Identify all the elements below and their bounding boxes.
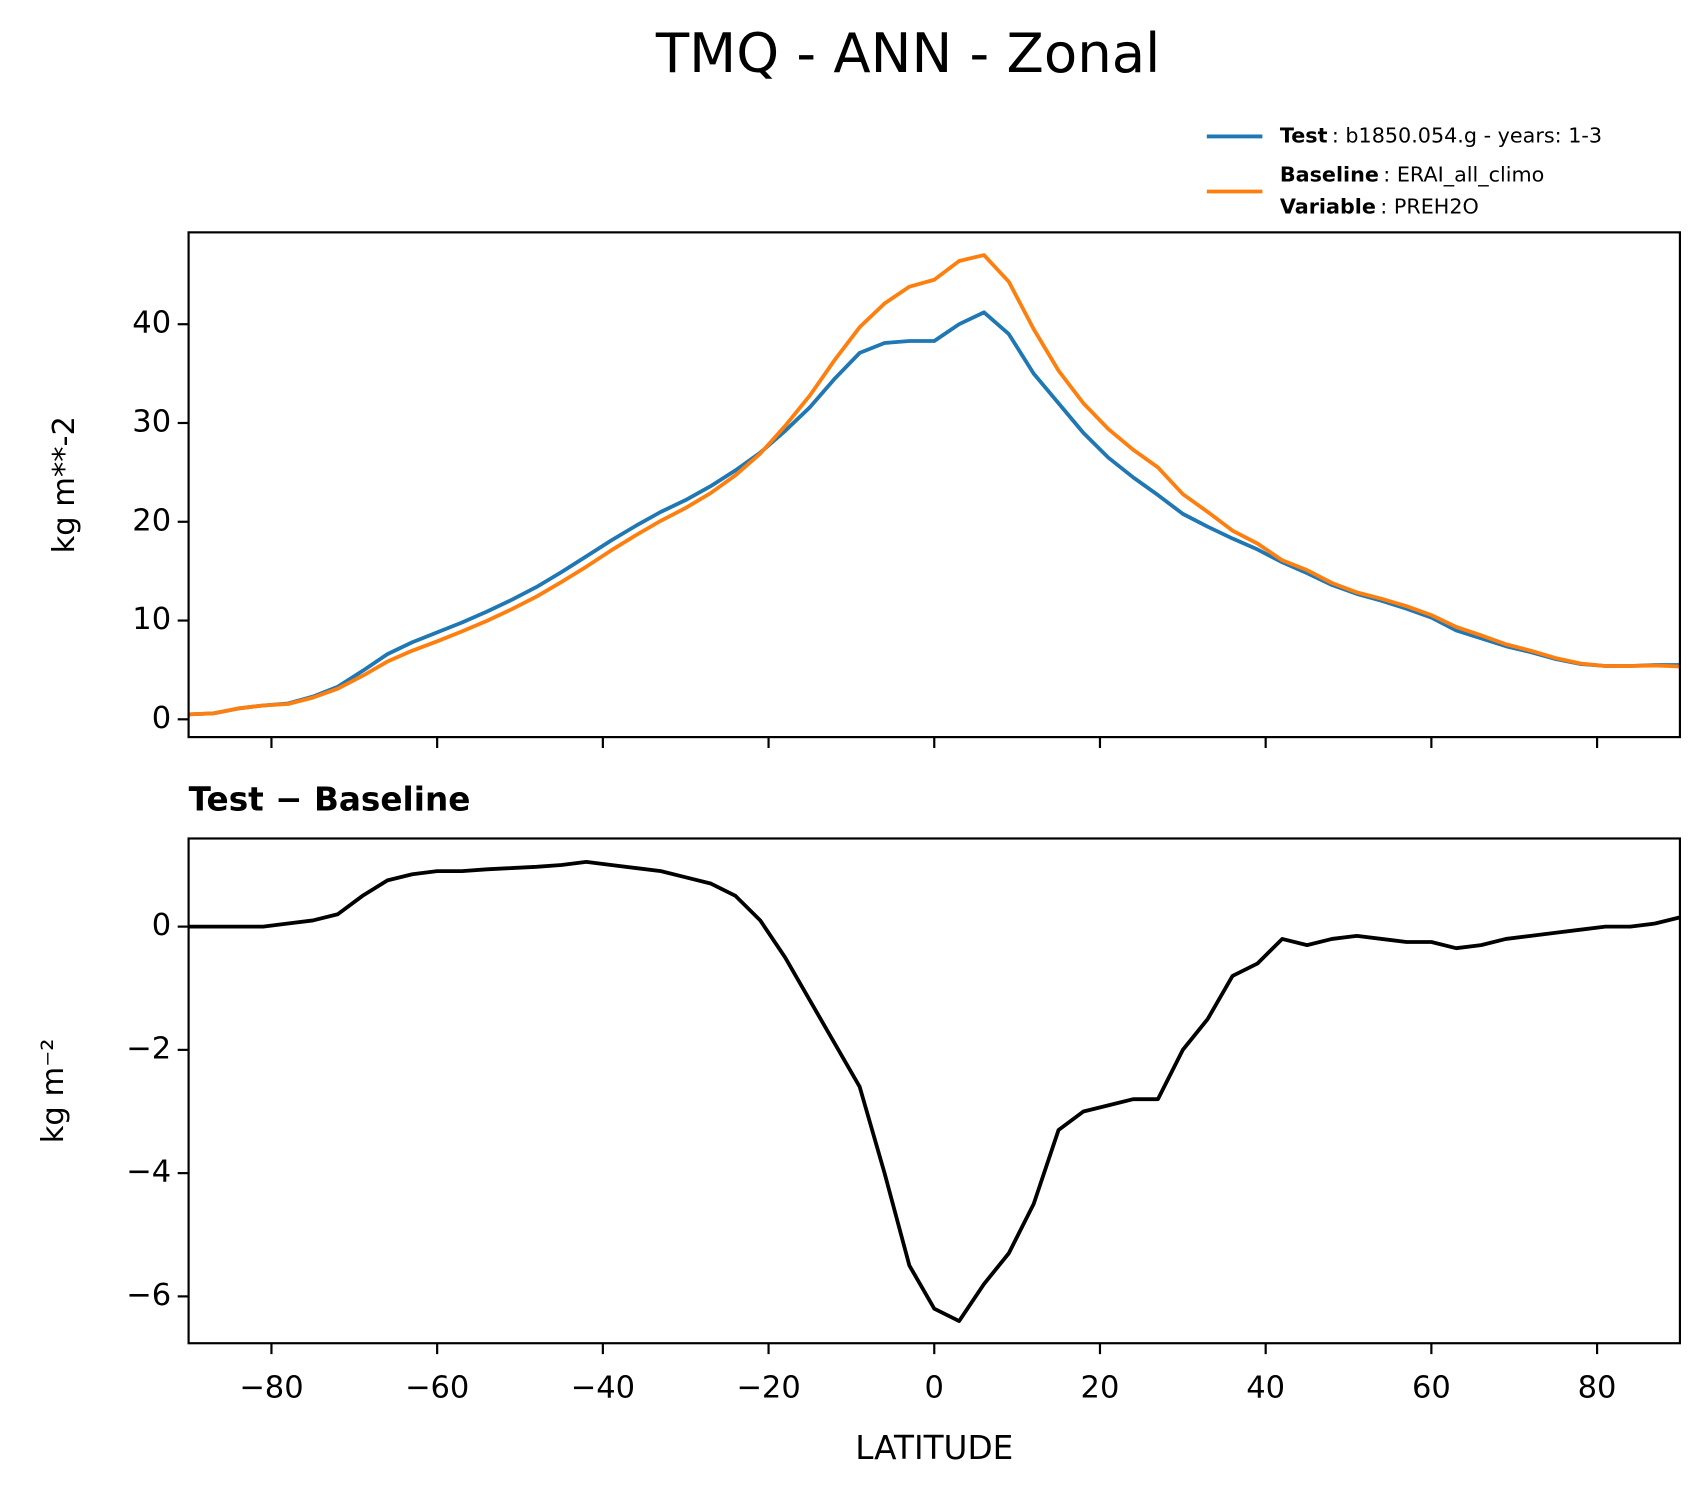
y-axis-label: kg m⁻² — [36, 1038, 71, 1143]
axes-frame — [187, 837, 1682, 1345]
axes-title: Test − Baseline — [189, 780, 471, 818]
y-tick-label: −6 — [126, 1278, 171, 1313]
legend-key: Test — [1280, 123, 1328, 147]
x-tick-label: −80 — [239, 1371, 303, 1406]
x-tick-label: 20 — [1081, 1371, 1120, 1406]
x-tick-label: −40 — [571, 1371, 635, 1406]
x-tick-label: −20 — [736, 1371, 800, 1406]
legend-entry: Baseline: ERAI_all_climo — [1280, 163, 1545, 188]
legend-text: : PREH2O — [1380, 194, 1479, 218]
y-tick-label: 20 — [132, 503, 171, 538]
y-axis-label: kg m**-2 — [47, 416, 82, 553]
legend-text: : b1850.054.g - years: 1-3 — [1332, 123, 1602, 147]
x-tick-label: 80 — [1578, 1371, 1617, 1406]
x-tick-label: 40 — [1246, 1371, 1285, 1406]
y-tick-label: 40 — [132, 306, 171, 341]
x-tick-label: −60 — [405, 1371, 469, 1406]
data-line — [188, 253, 1681, 717]
data-line — [188, 859, 1681, 1323]
x-axis-label: LATITUDE — [855, 1429, 1013, 1467]
legend-key: Variable — [1280, 194, 1376, 218]
x-tick-label: 60 — [1412, 1371, 1451, 1406]
y-tick-label: −4 — [126, 1155, 171, 1190]
axes-frame — [187, 231, 1682, 739]
legend-entry: Test: b1850.054.g - years: 1-3 — [1280, 123, 1602, 147]
legend-entry: Variable: PREH2O — [1280, 194, 1479, 218]
y-tick-label: 30 — [132, 404, 171, 439]
y-tick-label: 10 — [132, 602, 171, 637]
y-tick-label: −2 — [126, 1031, 171, 1066]
figure-title: TMQ - ANN - Zonal — [655, 21, 1160, 85]
legend-text: : ERAI_all_climo — [1383, 163, 1544, 188]
x-tick-label: 0 — [925, 1371, 944, 1406]
data-line — [188, 310, 1680, 717]
y-tick-label: 0 — [152, 908, 171, 943]
legend-key: Baseline — [1280, 163, 1379, 187]
y-tick-label: 0 — [152, 701, 171, 736]
